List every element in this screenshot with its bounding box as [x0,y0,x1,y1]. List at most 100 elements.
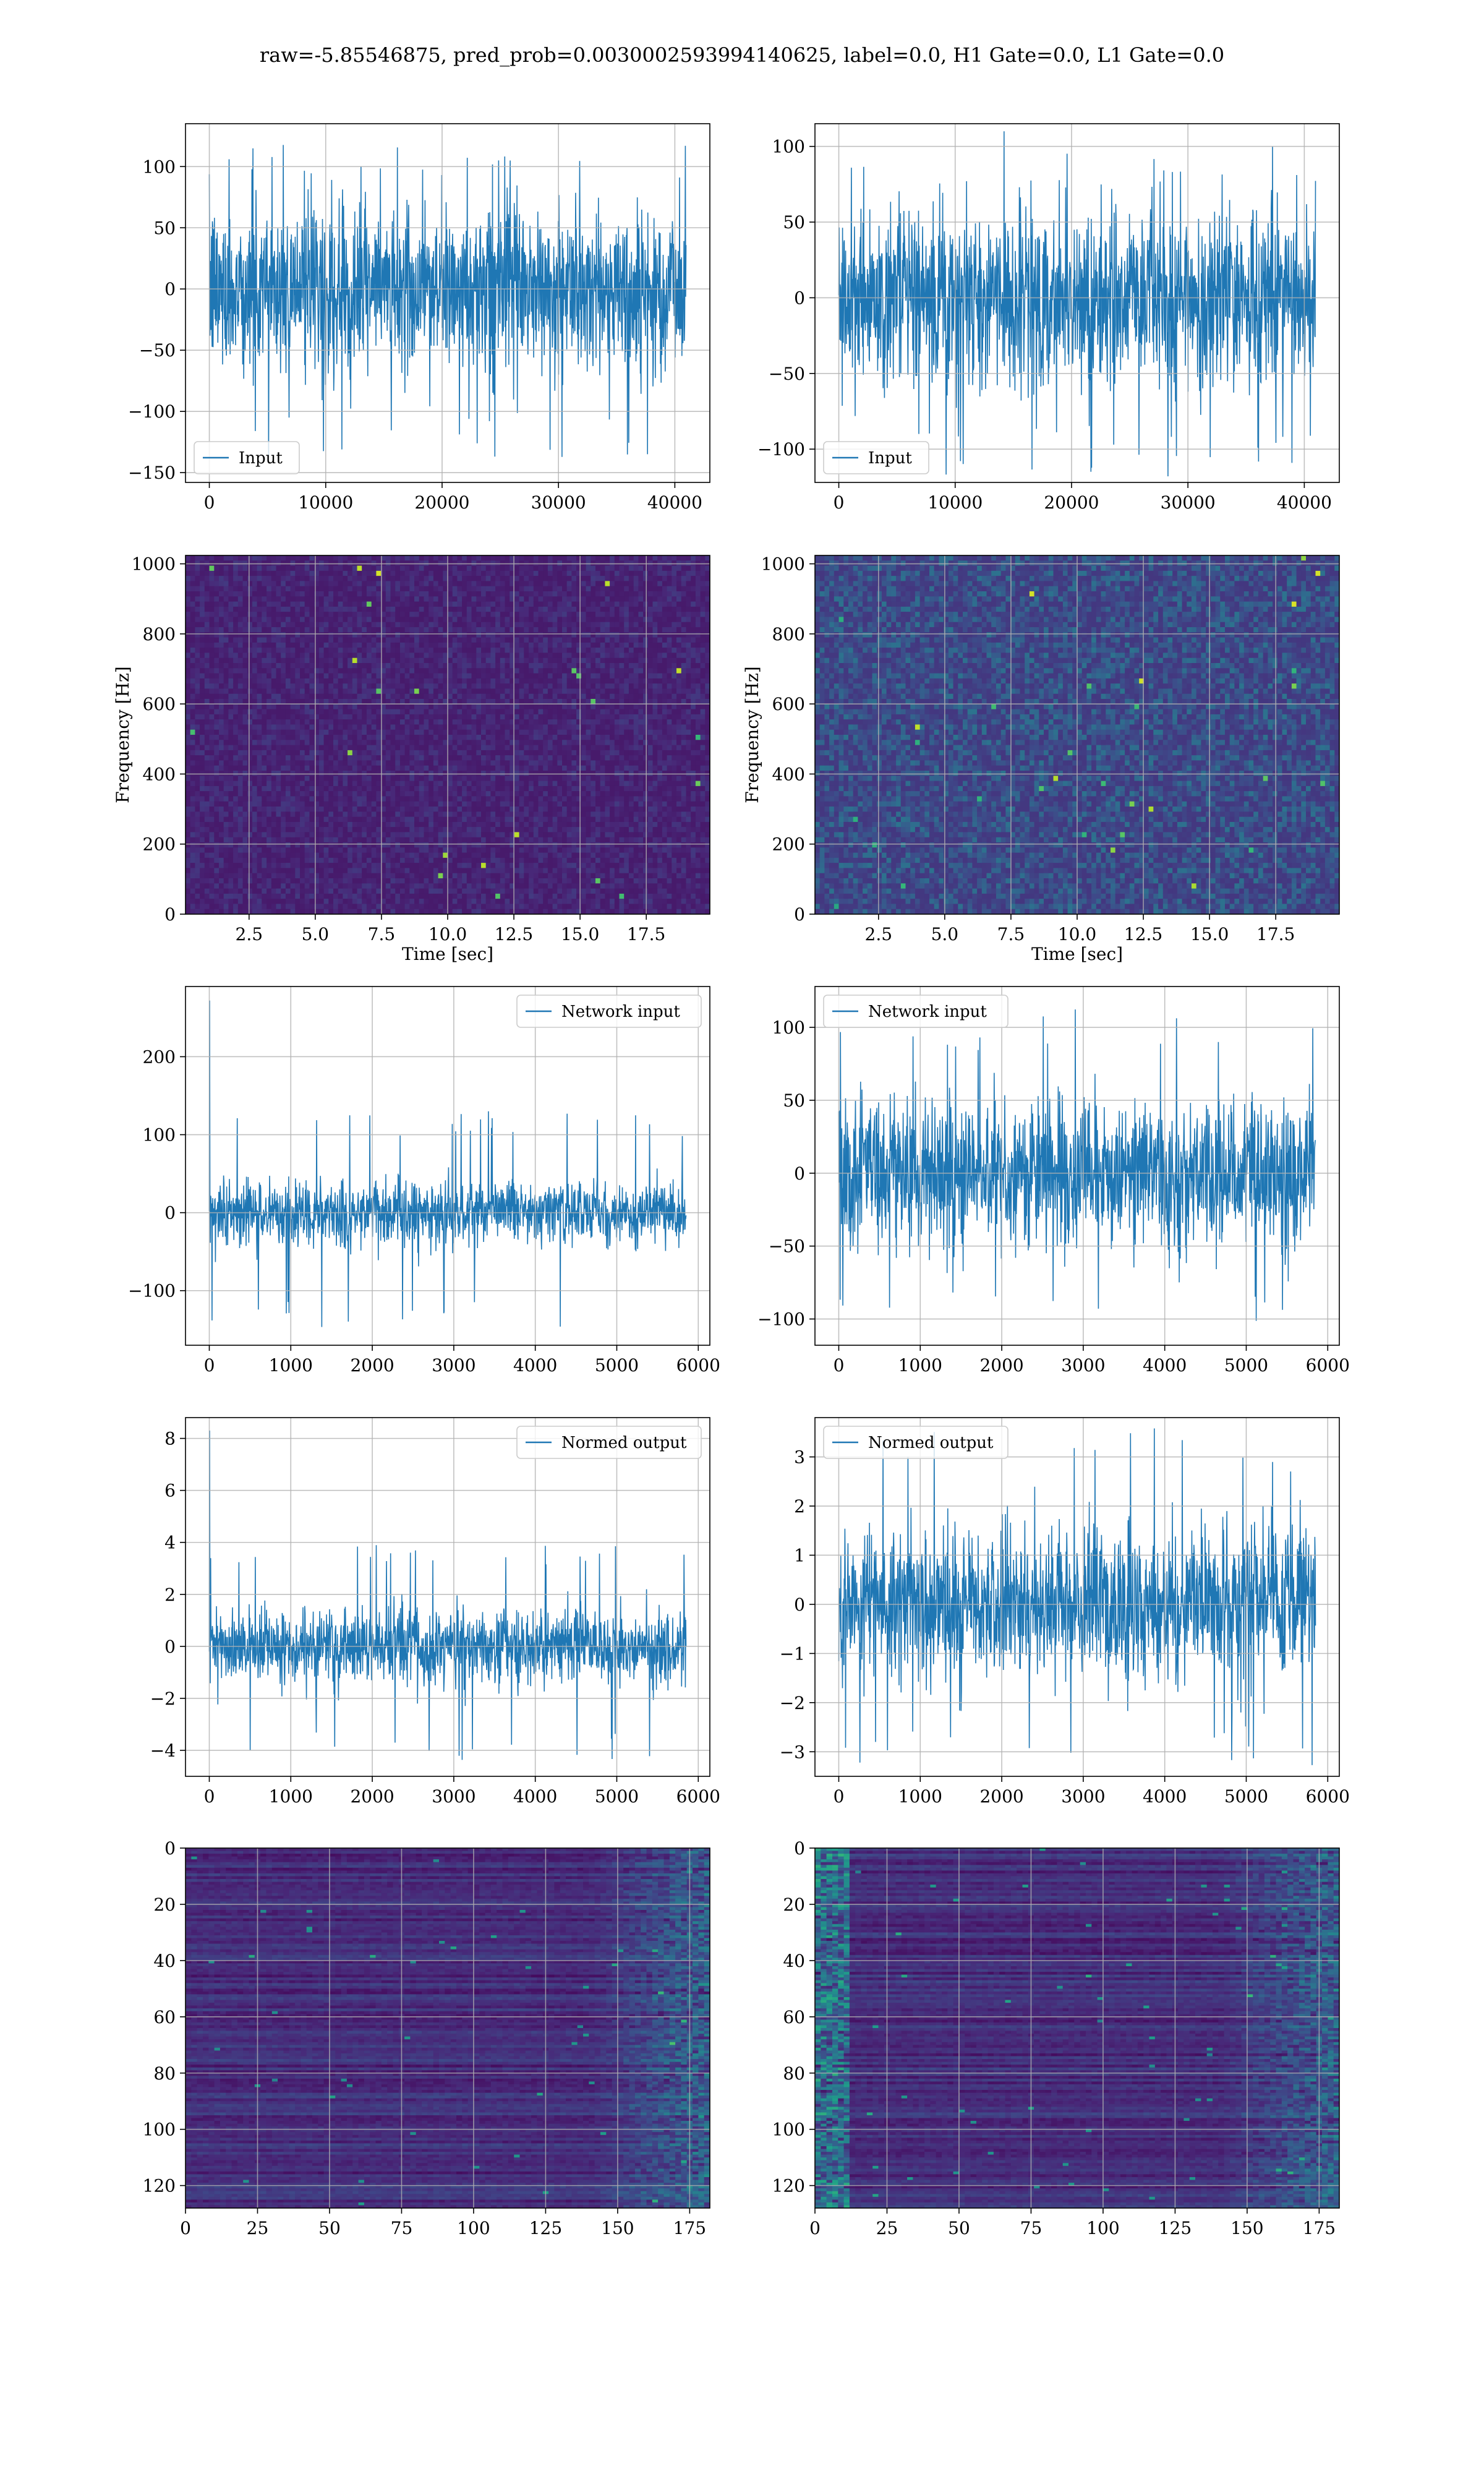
heatmap-cell [457,909,463,914]
heatmap-cell [514,627,520,633]
heatmap-cell [376,735,382,740]
heatmap-cell [419,719,424,725]
heatmap-cell [414,642,420,648]
heatmap-cell [195,791,200,797]
heatmap-cell [304,832,310,838]
heatmap-cell [318,816,325,823]
heatmap-cell [214,868,220,874]
heatmap-cell [429,704,434,710]
heatmap-cell [429,612,434,617]
heatmap-cell [366,791,372,797]
heatmap-cell [476,852,482,858]
heatmap-cell [204,796,210,802]
heatmap-cell [304,868,310,874]
heatmap-cell [348,750,353,756]
heatmap-cell [352,796,358,802]
heatmap-cell [404,893,410,899]
heatmap-cell [252,688,258,695]
heatmap-cell [267,791,272,797]
heatmap-cell [195,668,200,674]
heatmap-cell [481,852,487,858]
heatmap-cell [438,683,443,689]
heatmap-cell [438,827,443,833]
heatmap-cell [190,735,195,740]
heatmap-cell [452,673,458,679]
heatmap-cell [409,622,415,628]
heatmap-cell [257,735,262,740]
heatmap-cell [485,821,491,828]
heatmap-cell [462,837,467,843]
heatmap-cell [267,771,272,776]
heatmap-cell [186,719,191,725]
heatmap-cell [219,653,224,659]
heatmap-cell [371,821,377,828]
heatmap-cell [300,622,305,628]
heatmap-cell [242,678,248,684]
heatmap-cell [471,688,477,695]
heatmap-cell [267,678,272,684]
heatmap-cell [228,678,234,684]
heatmap-cell [242,709,248,715]
heatmap-cell [471,904,477,910]
heatmap-cell [223,791,229,797]
heatmap-cell [314,785,320,792]
heatmap-cell [190,606,195,612]
heatmap-cell [190,816,195,823]
heatmap-cell [281,555,286,561]
heatmap-cell [409,868,415,874]
heatmap-cell [242,755,248,761]
heatmap-cell [200,760,205,766]
heatmap-cell [485,642,491,648]
heatmap-cell [267,648,272,653]
heatmap-cell [371,622,377,628]
heatmap-cell [376,883,382,889]
heatmap-cell [457,781,463,787]
heatmap-cell [285,883,291,889]
heatmap-cell [295,673,301,679]
heatmap-cell [362,565,367,571]
heatmap-cell [404,657,410,664]
heatmap-cell [195,637,200,643]
heatmap-cell [490,668,496,674]
heatmap-cell [466,627,472,633]
heatmap-cell [404,709,410,715]
heatmap-cell [271,724,277,730]
heatmap-cell [200,591,205,597]
heatmap-cell [404,601,410,607]
heatmap-cell [424,591,429,597]
heatmap-cell [429,617,434,623]
heatmap-cell [300,678,305,684]
heatmap-cell [247,878,253,884]
heatmap-cell [390,785,396,792]
heatmap-cell [267,827,272,833]
heatmap-cell [399,785,406,792]
heatmap-cell [323,750,329,756]
heatmap-cell [209,909,215,914]
heatmap-cell [395,683,401,689]
heatmap-cell [390,740,396,746]
heatmap-cell [237,678,244,684]
heatmap-cell [443,576,448,581]
y-tick-label: 50 [783,212,805,233]
heatmap-cell [510,581,515,587]
heatmap-cell [304,745,310,751]
heatmap-cell [404,724,410,730]
heatmap-cell [242,883,248,889]
heatmap-cell [247,735,253,740]
heatmap-cell [371,863,377,868]
heatmap-cell [285,899,291,904]
heatmap-cell [290,909,296,914]
heatmap-cell [247,796,253,802]
heatmap-cell [281,601,286,607]
heatmap-cell [186,560,191,567]
heatmap-cell [414,847,420,854]
heatmap-cell [471,570,477,576]
heatmap-cell [252,627,258,633]
heatmap-cell [200,663,205,669]
heatmap-cell [214,581,220,587]
heatmap-cell [228,781,234,787]
heatmap-cell [233,842,239,848]
heatmap-cell [348,807,353,812]
heatmap-cell [285,596,291,602]
heatmap-cell [457,801,463,807]
